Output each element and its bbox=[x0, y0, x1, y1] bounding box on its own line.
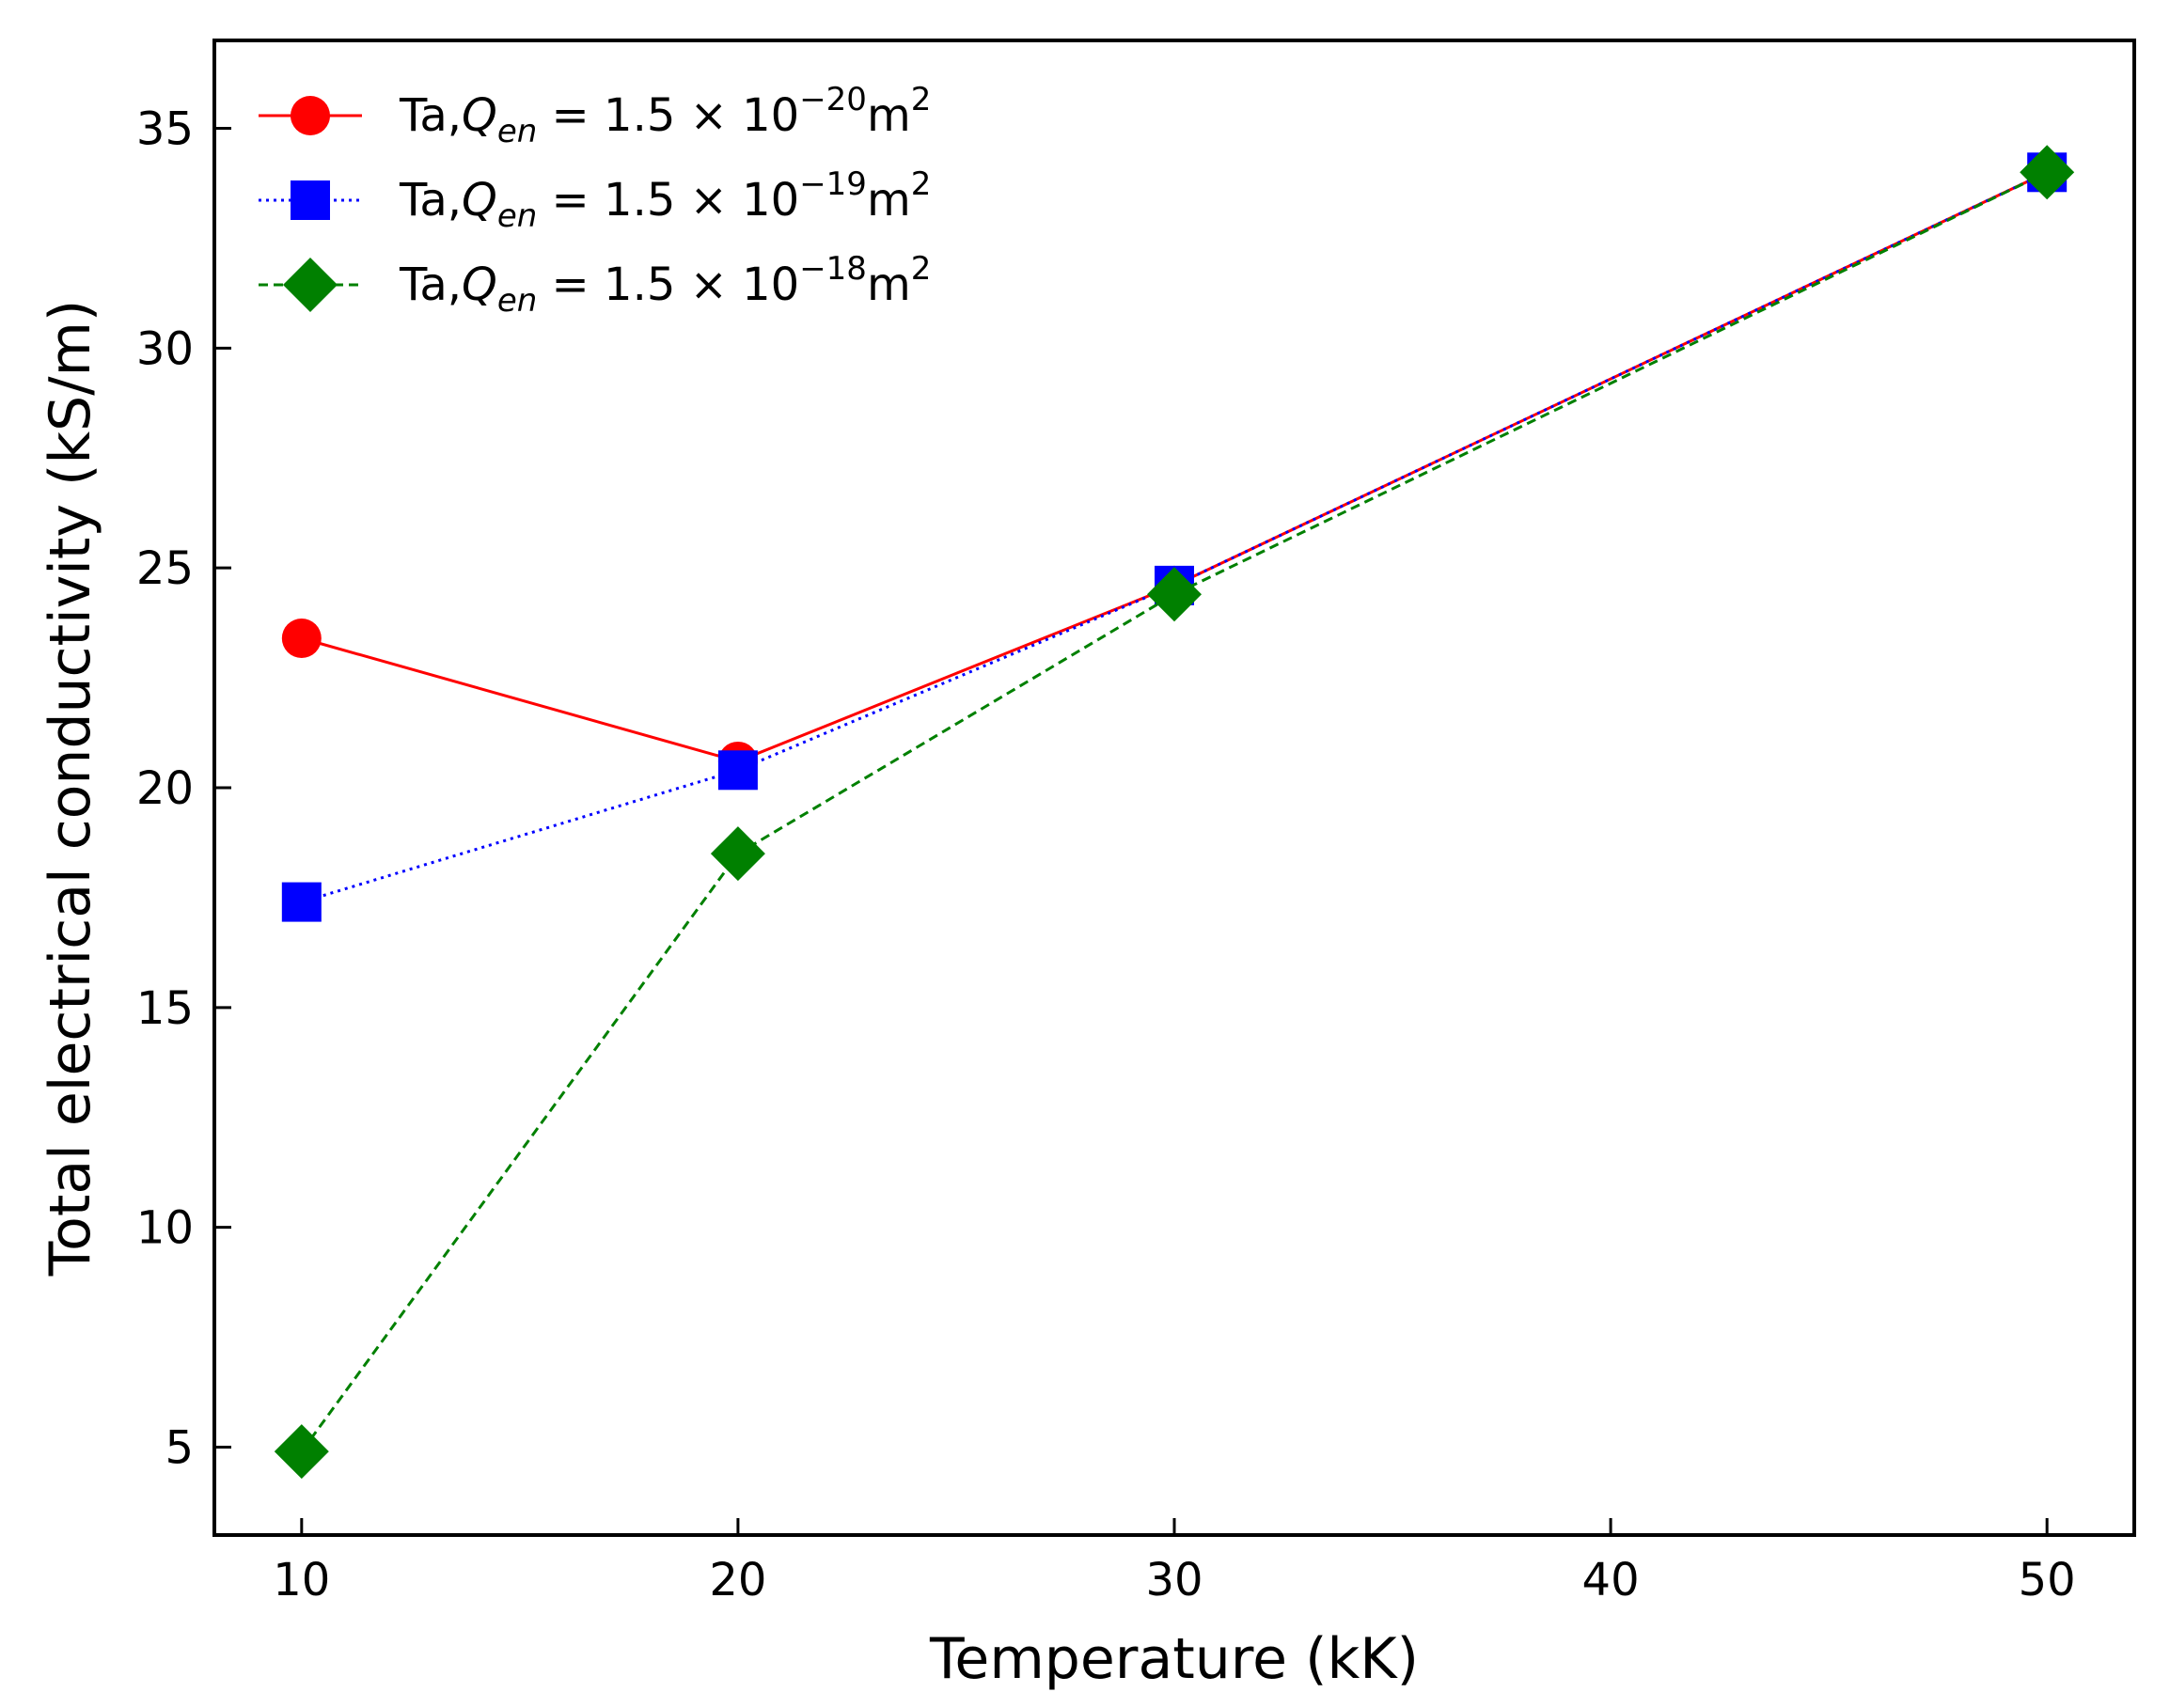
legend-2-q-sub: en bbox=[497, 197, 537, 235]
y-tick-label-30: 30 bbox=[136, 322, 194, 375]
series-layer bbox=[274, 145, 2075, 1480]
legend-1-unit-exp: 2 bbox=[911, 81, 932, 118]
legend-label-3: Ta,Qen = 1.5 × 10−18m2 bbox=[399, 250, 931, 320]
legend-marker-1 bbox=[291, 96, 330, 135]
legend-2-eq: = 1.5 × 10 bbox=[537, 174, 799, 227]
legend-marker-3 bbox=[283, 258, 338, 312]
legend-2-q: Q bbox=[462, 174, 497, 227]
series-3-point-10 bbox=[274, 1424, 329, 1480]
series-1-line bbox=[301, 170, 2048, 763]
legend-2-exp: −19 bbox=[799, 165, 867, 203]
series-2-point-20 bbox=[717, 750, 758, 791]
y-tick-label-15: 15 bbox=[136, 982, 194, 1035]
legend-1-q-sub: en bbox=[497, 113, 537, 150]
x-axis-label: Temperature (kK) bbox=[929, 1626, 1419, 1692]
x-tick-label-50: 50 bbox=[2019, 1554, 2076, 1606]
legend-1-unit: m bbox=[867, 89, 911, 142]
ticks-layer: 10 20 30 40 50 5 10 15 20 25 30 35 bbox=[136, 103, 2076, 1606]
legend-3-q-sub: en bbox=[497, 282, 537, 320]
series-3-point-50 bbox=[2020, 145, 2075, 200]
legend-entry-1: Ta,Qen = 1.5 × 10−20m2 bbox=[259, 81, 931, 150]
legend-2-unit: m bbox=[867, 174, 911, 227]
legend-2-prefix: Ta, bbox=[399, 174, 462, 227]
y-axis-label: Total electrical conductivity (kS/m) bbox=[38, 300, 103, 1277]
legend-entry-3: Ta,Qen = 1.5 × 10−18m2 bbox=[259, 250, 931, 320]
legend-3-exp: −18 bbox=[799, 250, 867, 288]
x-tick-label-40: 40 bbox=[1582, 1554, 1640, 1606]
legend-entry-2: Ta,Qen = 1.5 × 10−19m2 bbox=[259, 165, 931, 235]
y-tick-label-25: 25 bbox=[136, 542, 194, 595]
x-tick-label-30: 30 bbox=[1145, 1554, 1203, 1606]
series-3-point-30 bbox=[1147, 567, 1202, 622]
legend-marker-2 bbox=[291, 180, 330, 220]
legend-3-unit: m bbox=[867, 259, 911, 311]
x-tick-label-20: 20 bbox=[709, 1554, 766, 1606]
legend-3-prefix: Ta, bbox=[399, 259, 462, 311]
legend-1-q: Q bbox=[462, 89, 497, 142]
legend-1-eq: = 1.5 × 10 bbox=[537, 89, 799, 142]
legend-2-unit-exp: 2 bbox=[911, 165, 932, 203]
legend-3-eq: = 1.5 × 10 bbox=[537, 259, 799, 311]
y-tick-label-20: 20 bbox=[136, 762, 194, 815]
series-2-line bbox=[301, 170, 2048, 904]
legend-1-exp: −20 bbox=[799, 81, 867, 118]
series-3 bbox=[274, 145, 2075, 1480]
y-tick-label-10: 10 bbox=[136, 1202, 194, 1255]
legend-label-1: Ta,Qen = 1.5 × 10−20m2 bbox=[399, 81, 931, 150]
y-tick-label-5: 5 bbox=[165, 1421, 194, 1474]
series-3-point-20 bbox=[710, 826, 765, 882]
series-3-line bbox=[300, 170, 2048, 1453]
series-2-point-10 bbox=[281, 882, 322, 922]
legend-3-q: Q bbox=[462, 259, 497, 311]
legend-1-prefix: Ta, bbox=[399, 89, 462, 142]
series-1-point-10 bbox=[281, 619, 322, 658]
legend-3-unit-exp: 2 bbox=[911, 250, 932, 288]
x-tick-label-10: 10 bbox=[273, 1554, 330, 1606]
y-tick-label-35: 35 bbox=[136, 103, 194, 156]
legend-label-2: Ta,Qen = 1.5 × 10−19m2 bbox=[399, 165, 931, 235]
